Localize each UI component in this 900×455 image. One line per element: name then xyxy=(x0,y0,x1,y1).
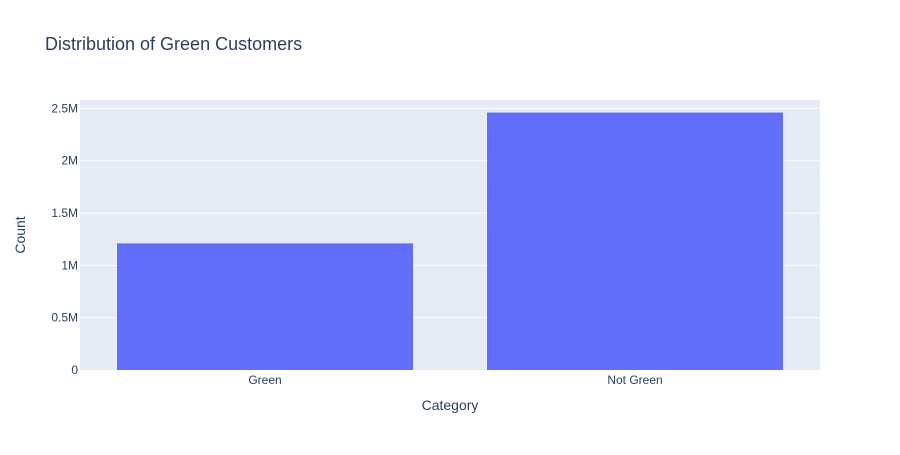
y-tick-label: 1.5M xyxy=(51,206,78,220)
x-axis-ticks: Green Not Green xyxy=(248,373,662,387)
y-tick-label: 0 xyxy=(71,363,78,377)
y-axis-ticks: 0 0.5M 1M 1.5M 2M 2.5M xyxy=(51,101,78,377)
bar-green[interactable] xyxy=(117,243,413,370)
y-tick-label: 0.5M xyxy=(51,311,78,325)
x-tick-label: Not Green xyxy=(607,373,662,387)
y-tick-label: 2.5M xyxy=(51,101,78,115)
x-axis-title: Category xyxy=(422,397,479,413)
bar-not-green[interactable] xyxy=(487,112,783,370)
bars xyxy=(117,112,783,370)
y-tick-label: 2M xyxy=(61,154,78,168)
y-tick-label: 1M xyxy=(61,258,78,272)
chart-title: Distribution of Green Customers xyxy=(45,34,302,54)
x-tick-label: Green xyxy=(248,373,281,387)
y-axis-title: Count xyxy=(12,216,28,253)
